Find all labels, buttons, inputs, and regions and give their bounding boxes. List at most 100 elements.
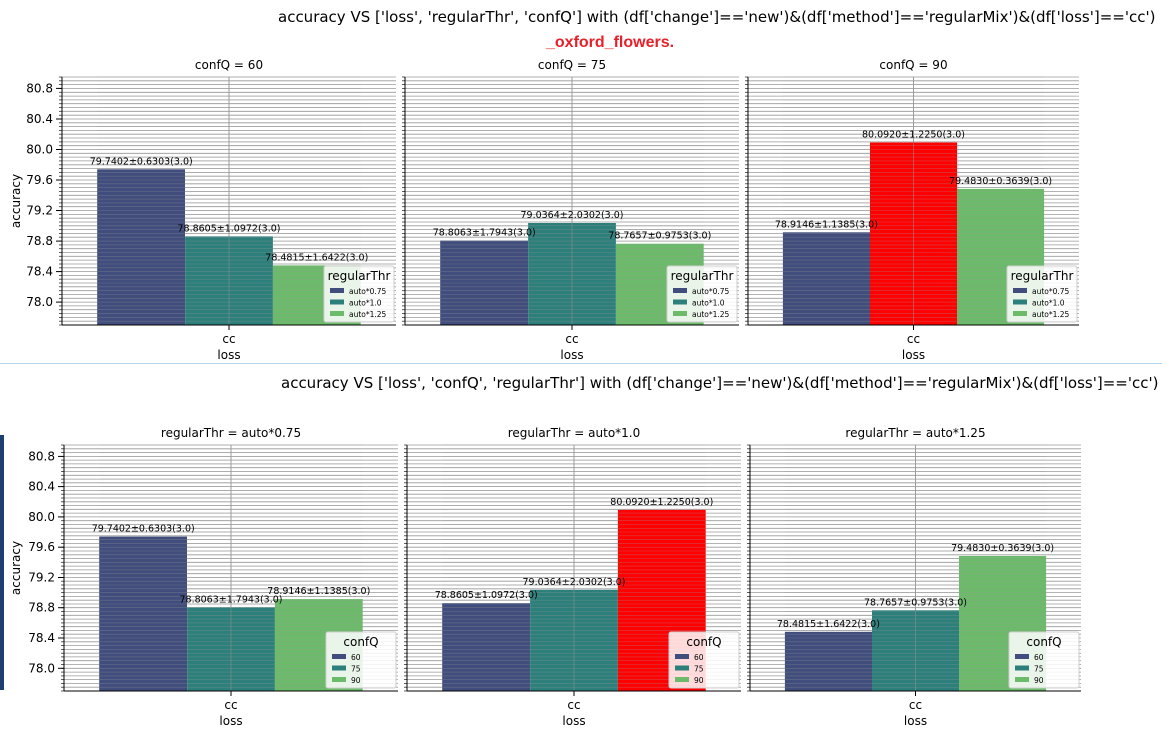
- legend-entry-label: 60: [1034, 653, 1044, 662]
- bar-value-label: 79.7402±0.6303(3.0): [90, 156, 193, 167]
- bar-value-label: 78.8063±1.7943(3.0): [433, 228, 536, 239]
- legend-entry-label: 60: [351, 653, 361, 662]
- legend-swatch: [675, 654, 689, 659]
- legend-entry-label: 90: [351, 676, 361, 685]
- bar-1: [784, 631, 872, 691]
- legend-entry-label: auto*1.0: [692, 299, 725, 308]
- legend-swatch: [673, 299, 687, 305]
- y-tick-label: 80.0: [26, 143, 53, 157]
- x-tick-label: cc: [907, 332, 920, 346]
- y-tick-label: 79.2: [26, 204, 53, 218]
- y-tick-label: 78.8: [26, 234, 53, 248]
- legend-entry-label: auto*0.75: [349, 287, 387, 296]
- subplot-title: confQ = 90: [879, 58, 947, 72]
- bar-value-label: 78.8605±1.0972(3.0): [435, 590, 538, 601]
- y-tick-label: 78.0: [26, 295, 53, 309]
- legend-box: [1006, 265, 1078, 323]
- y-tick-label: 80.4: [28, 480, 55, 494]
- subplot-title: regularThr = auto*0.75: [161, 426, 301, 440]
- legend-entry-label: 75: [351, 665, 361, 674]
- y-tick-label: 78.4: [28, 631, 55, 645]
- x-axis-label: loss: [562, 714, 585, 728]
- figure-1-subtitle: _oxford_flowers.: [546, 34, 675, 51]
- legend-entry-label: auto*1.0: [1032, 299, 1065, 308]
- bar-value-label: 79.4830±0.3639(3.0): [949, 176, 1052, 187]
- legend-entry-label: 60: [694, 653, 704, 662]
- legend-entry-label: 75: [1034, 665, 1044, 674]
- x-tick-label: cc: [909, 698, 922, 712]
- legend-title: confQ: [1026, 635, 1061, 649]
- legend-box: [666, 265, 738, 323]
- bar-value-label: 79.4830±0.3639(3.0): [951, 543, 1054, 554]
- legend-swatch: [1015, 665, 1029, 671]
- legend-swatch: [1013, 311, 1027, 316]
- legend-title: confQ: [686, 635, 721, 649]
- legend-entry-label: 75: [694, 665, 704, 674]
- bar-1: [442, 603, 530, 691]
- legend-swatch: [330, 288, 344, 293]
- legend-entry-label: auto*1.0: [349, 299, 382, 308]
- x-axis-label: loss: [219, 714, 242, 728]
- legend-box: [325, 631, 397, 689]
- legend-entry-label: auto*1.25: [692, 310, 730, 319]
- legend-swatch: [332, 677, 346, 682]
- y-tick-label: 78.8: [28, 601, 55, 615]
- y-tick-label: 78.0: [28, 661, 55, 675]
- y-tick-label: 79.6: [28, 540, 55, 554]
- legend-swatch: [332, 665, 346, 671]
- bar-value-label: 78.4815±1.6422(3.0): [777, 619, 880, 630]
- bar-value-label: 80.0920±1.2250(3.0): [862, 130, 965, 141]
- subplot-2: 78.8063±1.7943(3.0) 79.0364±2.0302(3.0) 78…: [402, 58, 739, 362]
- legend-swatch: [675, 677, 689, 682]
- bar-value-label: 78.9146±1.1385(3.0): [775, 219, 878, 230]
- bar-value-label: 79.0364±2.0302(3.0): [520, 210, 623, 221]
- legend-title: regularThr: [328, 269, 391, 283]
- legend-box: [1008, 631, 1080, 689]
- legend-swatch: [330, 311, 344, 316]
- subplot-title: confQ = 75: [538, 58, 606, 72]
- legend-swatch: [673, 288, 687, 293]
- y-tick-label: 80.8: [28, 449, 55, 463]
- bar-1: [440, 240, 528, 325]
- bar-value-label: 78.8605±1.0972(3.0): [177, 223, 280, 234]
- subplot-4: 79.7402±0.6303(3.0)78.8063±1.7943(3.0)78…: [9, 426, 398, 728]
- legend-entry-label: 90: [1034, 676, 1044, 685]
- legend-swatch: [1013, 288, 1027, 293]
- x-axis-label: loss: [902, 348, 925, 362]
- legend-title: regularThr: [1011, 269, 1074, 283]
- legend-entry-label: auto*0.75: [1032, 287, 1070, 296]
- y-tick-label: 79.6: [26, 173, 53, 187]
- y-tick-label: 80.4: [26, 112, 53, 126]
- legend-swatch: [1015, 677, 1029, 682]
- window-edge-strip: [0, 435, 4, 690]
- subplot-6: 78.4815±1.6422(3.0) 78.7657±0.9753(3.0) 79…: [747, 426, 1081, 728]
- bar-1: [97, 169, 185, 325]
- y-tick-label: 78.4: [26, 265, 53, 279]
- legend-box: [668, 631, 740, 689]
- legend-entry-label: auto*1.25: [1032, 310, 1070, 319]
- legend-swatch: [332, 654, 346, 659]
- x-axis-label: loss: [217, 348, 240, 362]
- bar-value-label: 78.7657±0.9753(3.0): [608, 231, 711, 242]
- subplot-title: regularThr = auto*1.25: [845, 426, 985, 440]
- legend-swatch: [1015, 654, 1029, 659]
- bar-1: [99, 536, 187, 691]
- legend-box: [323, 265, 395, 323]
- bar-value-label: 78.4815±1.6422(3.0): [265, 252, 368, 263]
- x-tick-label: cc: [222, 332, 235, 346]
- bar-value-label: 79.7402±0.6303(3.0): [92, 524, 195, 535]
- subplot-title: confQ = 60: [195, 58, 263, 72]
- bar-value-label: 78.8063±1.7943(3.0): [179, 594, 282, 605]
- legend-swatch: [1013, 299, 1027, 305]
- figure-2-title: accuracy VS ['loss', 'confQ', 'regularTh…: [281, 374, 1159, 392]
- legend-swatch: [673, 311, 687, 316]
- bar-value-label: 80.0920±1.2250(3.0): [610, 497, 713, 508]
- bar-value-label: 78.9146±1.1385(3.0): [267, 586, 370, 597]
- legend-swatch: [675, 665, 689, 671]
- legend-entry-label: 90: [694, 676, 704, 685]
- legend-title: confQ: [343, 635, 378, 649]
- bar-value-label: 79.0364±2.0302(3.0): [522, 577, 625, 588]
- figure-1-title: accuracy VS ['loss', 'regularThr', 'conf…: [278, 8, 1156, 26]
- x-tick-label: cc: [567, 698, 580, 712]
